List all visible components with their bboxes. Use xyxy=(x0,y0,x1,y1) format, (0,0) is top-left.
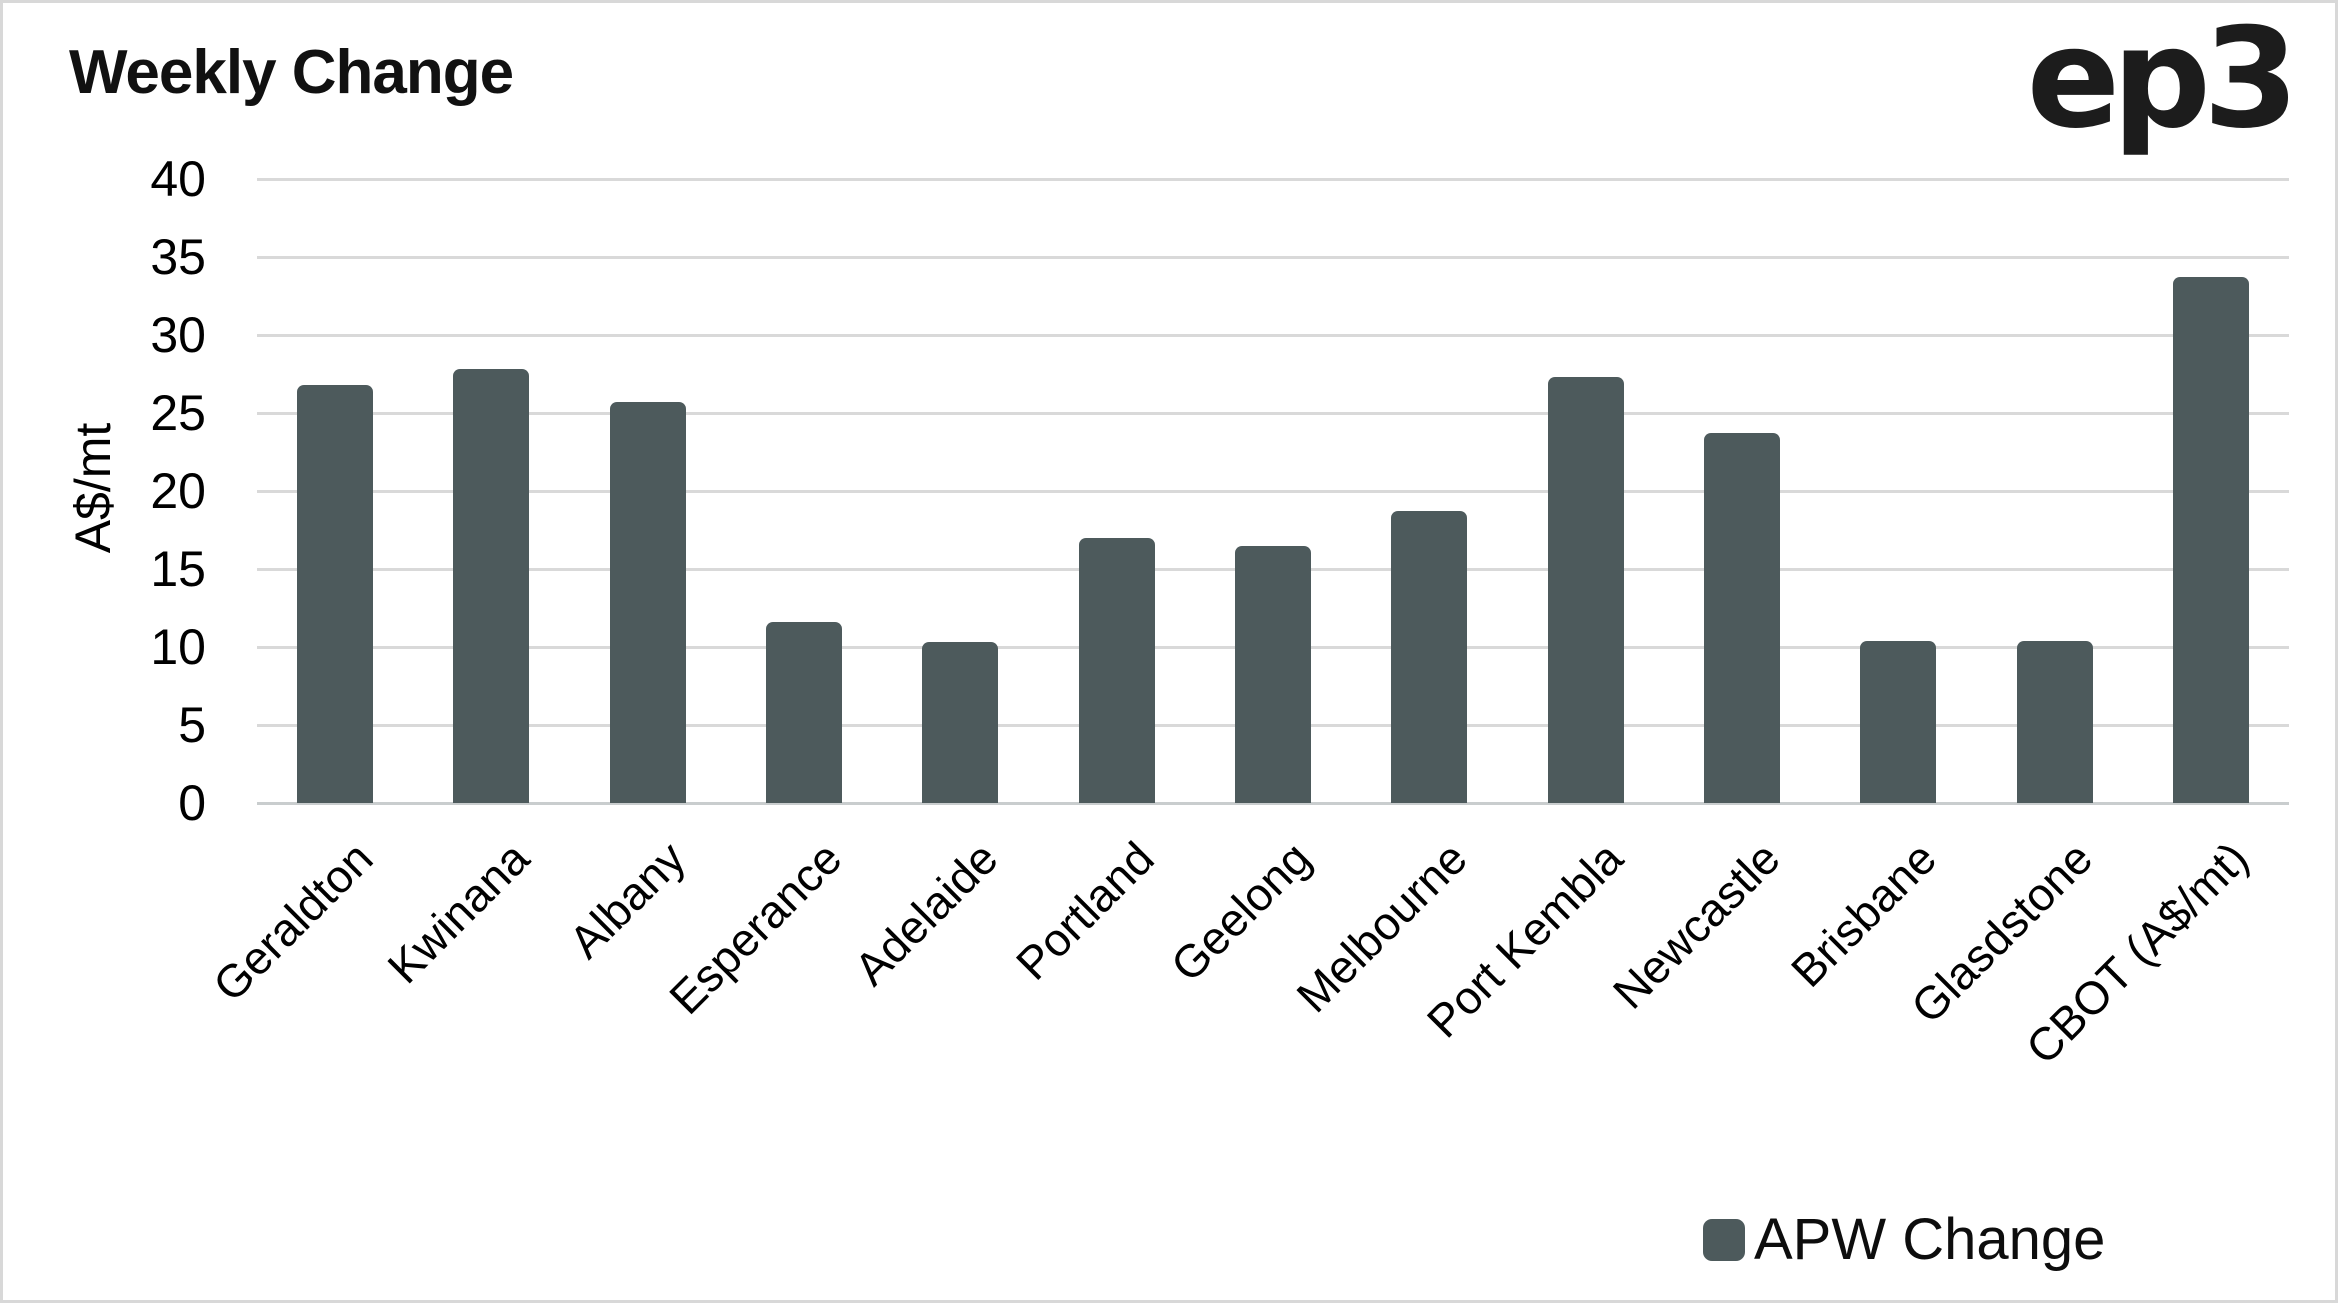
y-tick-label-20: 20 xyxy=(150,463,206,519)
x-axis-label-albany: Albany xyxy=(559,831,696,968)
legend-swatch-apw-change xyxy=(1703,1218,1745,1261)
gridline-25 xyxy=(257,411,2289,415)
x-axis-label-kwinana: Kwinana xyxy=(377,831,539,994)
x-axis-label-geelong: Geelong xyxy=(1160,831,1321,992)
legend: APW Change xyxy=(1703,1206,2105,1273)
bar-port-kembla xyxy=(1547,377,1624,803)
gridline-40 xyxy=(257,177,2289,181)
x-axis-baseline xyxy=(257,801,2289,805)
bar-portland xyxy=(1078,537,1155,803)
gridline-20 xyxy=(257,489,2289,493)
plot-area xyxy=(257,177,2289,805)
bar-kwinana xyxy=(453,369,530,803)
bar-geelong xyxy=(1235,545,1311,803)
bar-melbourne xyxy=(1391,511,1468,803)
chart-title: Weekly Change xyxy=(69,38,514,107)
bar-adelaide xyxy=(922,642,999,803)
legend-label: APW Change xyxy=(1754,1207,2106,1272)
gridline-30 xyxy=(257,333,2289,337)
y-tick-label-40: 40 xyxy=(150,151,206,207)
bar-geraldton xyxy=(297,384,374,803)
x-axis-label-portland: Portland xyxy=(1006,831,1165,990)
y-tick-label-15: 15 xyxy=(150,541,206,597)
bar-brisbane xyxy=(1860,640,1937,803)
ep3-logo: ep3 xyxy=(2026,0,2299,159)
y-tick-label-0: 0 xyxy=(178,775,206,831)
y-tick-label-10: 10 xyxy=(150,619,206,675)
x-axis-label-geraldton: Geraldton xyxy=(203,831,383,1012)
x-axis-label-newcastle: Newcastle xyxy=(1602,831,1790,1019)
y-tick-label-25: 25 xyxy=(150,385,206,441)
x-axis-label-adelaide: Adelaide xyxy=(844,831,1008,996)
bar-newcastle xyxy=(1703,433,1780,803)
bar-cbot-a-mt xyxy=(2172,277,2249,803)
bar-albany xyxy=(609,402,686,803)
bar-glasdstone xyxy=(2016,640,2093,803)
bar-esperance xyxy=(766,622,843,803)
gridline-35 xyxy=(257,255,2289,259)
y-tick-label-30: 30 xyxy=(150,307,206,363)
y-tick-label-5: 5 xyxy=(178,697,206,753)
y-tick-label-35: 35 xyxy=(150,229,206,285)
